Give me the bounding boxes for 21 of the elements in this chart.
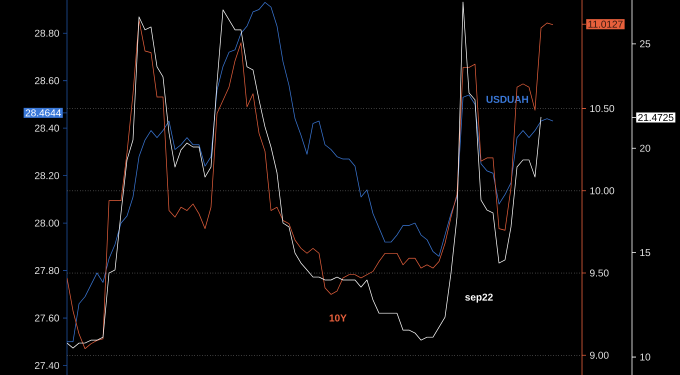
y3-tick-label: 21.4725 xyxy=(638,114,674,122)
y-tick-label: 28.80 xyxy=(34,30,60,37)
text: 10Y xyxy=(330,314,347,322)
y-tick-label: 28.40 xyxy=(34,124,60,132)
y-tick-label: 28.4644 xyxy=(26,109,61,116)
y3-tick-label: 25 xyxy=(640,40,650,48)
y-tick-label: 27.80 xyxy=(34,267,60,274)
y2-tick-label: 11.0127 xyxy=(588,20,623,28)
y-tick-label: 27.60 xyxy=(34,314,60,322)
y-tick-label: 27.40 xyxy=(34,362,60,370)
y2-tick-label: 10.00 xyxy=(590,187,614,194)
y2-tick-label: 9.00 xyxy=(590,352,609,359)
y2-tick-label: 10.50 xyxy=(590,105,614,112)
y-tick-label: 28.20 xyxy=(34,172,60,180)
y3-tick-label: 15 xyxy=(640,249,650,256)
series-label: sep22 xyxy=(465,294,493,303)
y3-tick-label: 10 xyxy=(640,354,650,361)
y-tick-label: 28.00 xyxy=(34,220,60,227)
y3-tick-label: 20 xyxy=(640,144,650,152)
y2-tick-label: 9.50 xyxy=(590,269,609,277)
y-tick-label: 28.60 xyxy=(34,77,60,84)
